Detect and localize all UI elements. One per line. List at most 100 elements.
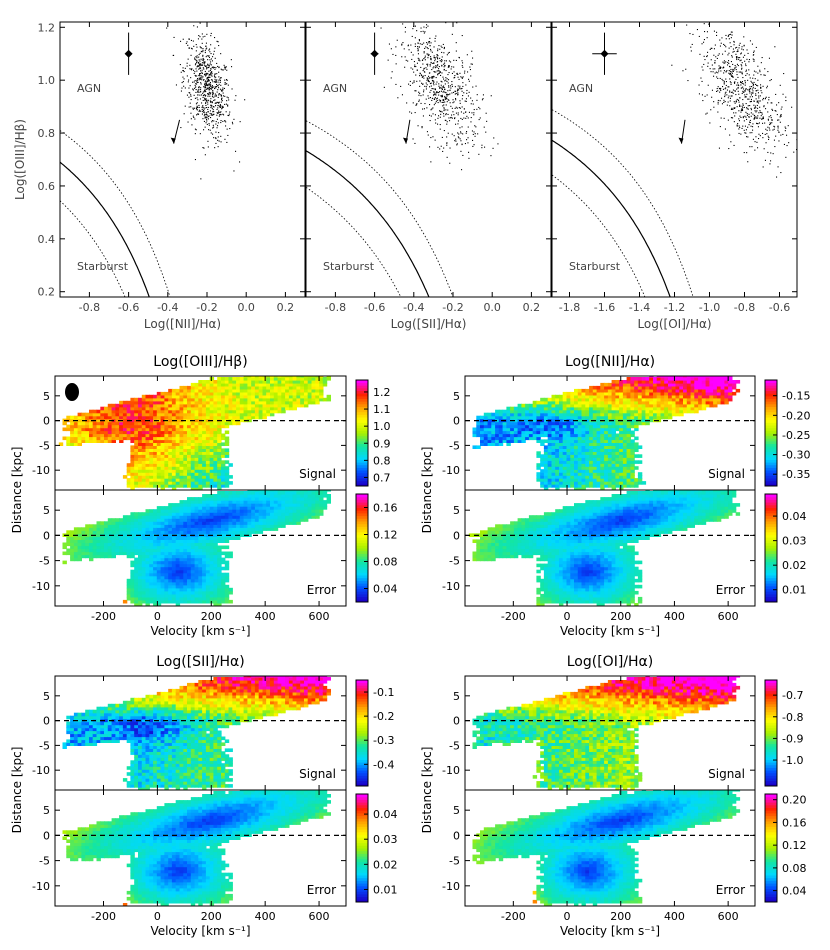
heatmap-cell xyxy=(149,457,154,461)
data-point xyxy=(194,159,196,161)
data-point xyxy=(454,107,456,109)
heatmap-cell xyxy=(92,524,98,528)
data-point xyxy=(225,121,227,123)
demarcation-lines xyxy=(552,109,694,297)
data-point xyxy=(767,111,769,113)
data-point xyxy=(412,54,414,56)
data-point xyxy=(728,52,730,54)
heatmap-cell xyxy=(202,599,207,604)
heatmap-cell xyxy=(111,527,116,531)
data-point xyxy=(757,117,759,119)
data-point xyxy=(730,117,732,119)
heatmap-cell xyxy=(221,424,226,429)
data-point xyxy=(724,88,726,90)
heatmap-cell xyxy=(198,530,203,534)
data-point xyxy=(753,74,755,76)
data-point xyxy=(224,68,226,70)
heatmap-cell xyxy=(217,524,222,528)
data-point xyxy=(716,34,718,36)
x-axis-label: Log([OI]/Hα) xyxy=(637,317,711,331)
data-point xyxy=(703,55,705,57)
heatmap-cell xyxy=(258,491,264,495)
heatmap-cell xyxy=(179,451,184,455)
data-point xyxy=(473,109,475,111)
heatmap-cell xyxy=(134,454,139,458)
heatmap-cell xyxy=(243,406,248,411)
heatmap-cell xyxy=(164,391,169,396)
heatmap-cell xyxy=(130,397,135,402)
data-point xyxy=(194,133,196,135)
heatmap-cell xyxy=(73,439,79,443)
data-point xyxy=(785,127,787,129)
heatmap-cell xyxy=(156,548,162,553)
heatmap-cell xyxy=(198,448,203,452)
heatmap-cell xyxy=(273,497,279,501)
heatmap-cell xyxy=(190,557,196,562)
heatmap-cell xyxy=(213,445,218,449)
data-point xyxy=(742,125,744,127)
heatmap-cell xyxy=(307,400,313,405)
data-point xyxy=(205,94,207,96)
heatmap-cell xyxy=(187,409,192,414)
data-point xyxy=(739,104,741,106)
data-point xyxy=(760,74,762,76)
data-point xyxy=(768,99,770,101)
data-point xyxy=(419,60,421,62)
data-point xyxy=(429,86,431,88)
data-point xyxy=(704,95,706,97)
colorbar-segment xyxy=(356,414,368,418)
heatmap-cell xyxy=(175,603,181,606)
heatmap-cell xyxy=(224,590,230,595)
data-point xyxy=(744,96,746,98)
colorbar-segment xyxy=(356,419,368,423)
x-tick-label: -0.6 xyxy=(118,301,139,314)
heatmap-cell xyxy=(153,433,158,438)
heatmap-cell xyxy=(149,424,154,429)
heatmap-cell xyxy=(202,578,207,583)
heatmap-cell xyxy=(104,439,109,443)
heatmap-cell xyxy=(254,524,260,528)
data-point xyxy=(205,85,207,87)
heatmap-cell xyxy=(168,599,173,604)
data-point xyxy=(440,110,442,112)
heatmap-cell xyxy=(190,487,196,490)
data-point xyxy=(743,83,745,85)
data-point xyxy=(211,120,213,122)
x-axis-label: Log([NII]/Hα) xyxy=(144,317,221,331)
data-point xyxy=(474,135,476,137)
data-point xyxy=(423,89,425,91)
data-point xyxy=(760,115,762,117)
heatmap-cell xyxy=(81,530,86,534)
heatmap-cell xyxy=(153,551,158,556)
heatmap-cell xyxy=(168,530,173,534)
data-point xyxy=(196,81,198,83)
data-point xyxy=(216,83,218,85)
data-point xyxy=(219,80,221,82)
heatmap-cell xyxy=(156,451,162,455)
data-point xyxy=(423,26,425,28)
data-point xyxy=(453,66,455,68)
heatmap-cell xyxy=(100,436,105,441)
heatmap-cell xyxy=(205,382,211,387)
data-point xyxy=(448,99,450,101)
heatmap-cell xyxy=(266,491,271,495)
heatmap-cell xyxy=(236,500,241,504)
heatmap-cell xyxy=(134,578,139,583)
heatmap-cell xyxy=(168,391,173,396)
heatmap-cell xyxy=(160,463,165,467)
data-point xyxy=(743,129,745,131)
bpt-diagram-row: -0.8 -0.6 -0.4 -0.2 0.0 0.2Log([NII]/Hα)0.20.… xyxy=(13,21,798,331)
data-point xyxy=(729,97,731,99)
data-point xyxy=(211,96,213,98)
heatmap-cell xyxy=(179,403,184,408)
arrow-head xyxy=(170,137,176,144)
data-point xyxy=(447,90,449,92)
data-point xyxy=(200,70,202,72)
heatmap-cell xyxy=(217,572,222,577)
heatmap-cell xyxy=(119,439,124,443)
heatmap-cell xyxy=(119,400,124,405)
heatmap-cell xyxy=(221,587,226,592)
data-point xyxy=(710,71,712,73)
heatmap-cell xyxy=(179,545,184,550)
data-point xyxy=(490,95,492,97)
